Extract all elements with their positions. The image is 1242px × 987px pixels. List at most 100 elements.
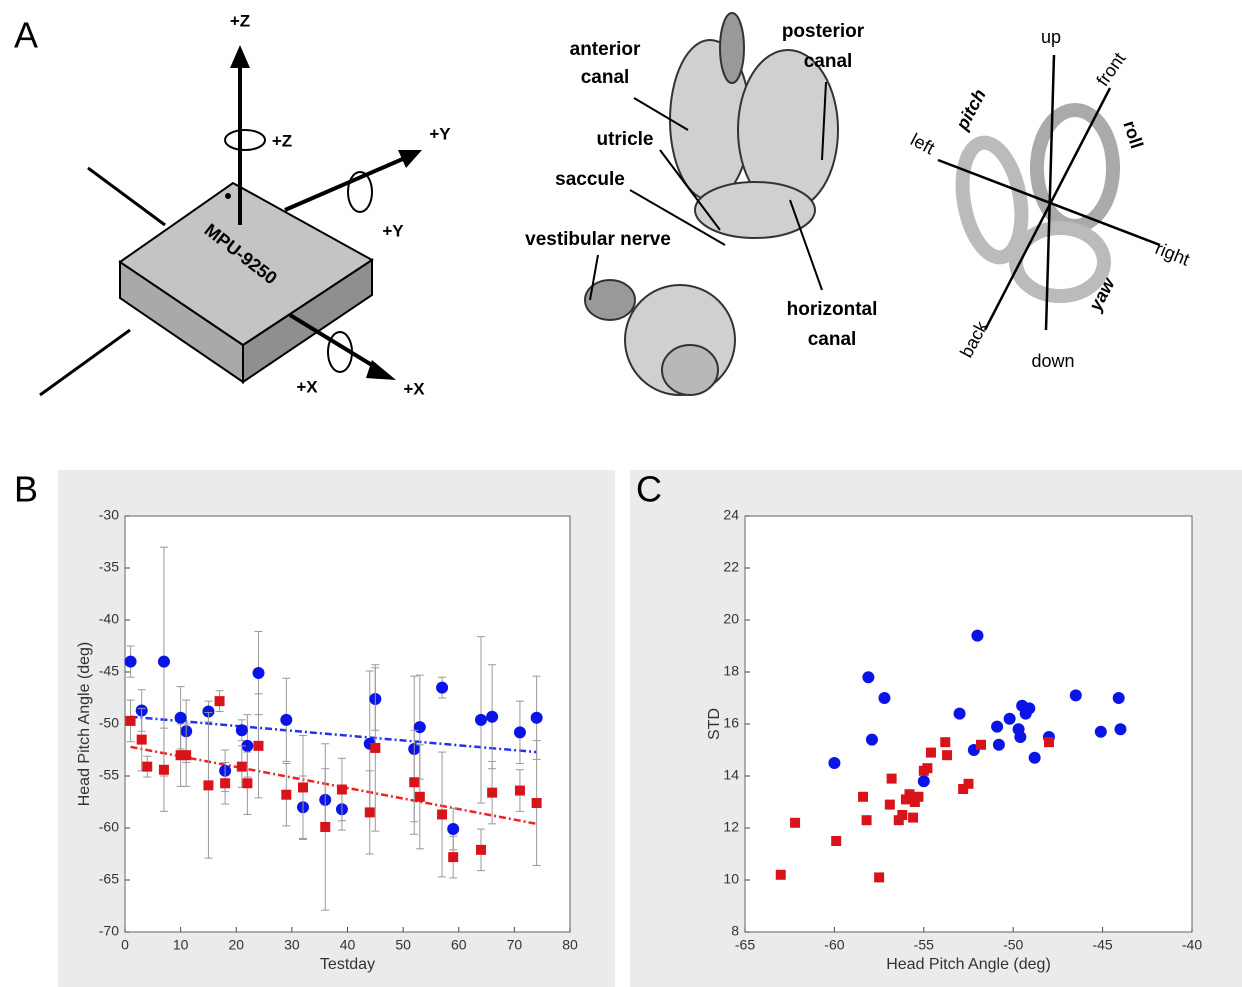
- ear-label: posterior: [782, 21, 865, 42]
- point: [953, 707, 966, 720]
- x-tick-label: 0: [121, 937, 129, 953]
- point: [976, 739, 987, 750]
- arrow-head: [398, 150, 422, 168]
- y-tick-label: 20: [723, 611, 739, 627]
- direction-label: up: [1041, 27, 1061, 47]
- y-arrow: [284, 156, 406, 212]
- cochlea-inner: [661, 344, 719, 396]
- axis-line: [87, 166, 166, 227]
- y-tick-label: -30: [99, 507, 119, 523]
- x-tick-label: 20: [228, 937, 244, 953]
- point: [414, 791, 425, 802]
- point: [242, 778, 253, 789]
- y-tick-label: 8: [731, 923, 739, 939]
- point: [476, 844, 486, 855]
- point: [124, 655, 137, 668]
- point: [487, 787, 498, 798]
- point: [475, 713, 487, 726]
- point: [917, 775, 930, 788]
- point: [884, 799, 895, 810]
- point: [448, 852, 459, 863]
- point: [1114, 723, 1127, 736]
- point: [514, 785, 525, 796]
- point: [253, 740, 264, 751]
- point: [991, 720, 1004, 733]
- point: [436, 681, 449, 694]
- y-tick-label: -65: [99, 871, 119, 887]
- block-top: [118, 181, 374, 347]
- x-arrow: [288, 313, 382, 372]
- x-tick-label: 40: [340, 937, 356, 953]
- y-axis-label: STD: [706, 708, 723, 740]
- y-tick-label: -50: [99, 715, 119, 731]
- ear-label: saccule: [555, 169, 625, 190]
- axis-label: +Z: [230, 11, 250, 30]
- direction-label: right: [1152, 238, 1192, 270]
- point: [202, 705, 215, 718]
- x-tick-label: -45: [1092, 937, 1112, 953]
- point: [1014, 731, 1027, 743]
- x-axis-label: Head Pitch Angle (deg): [886, 956, 1051, 973]
- point: [925, 747, 936, 758]
- point: [220, 778, 231, 789]
- x-axis-label: Testday: [320, 956, 375, 973]
- panel-label: C: [636, 469, 662, 510]
- point: [940, 737, 951, 748]
- x-tick-label: 70: [507, 937, 523, 953]
- y-tick-label: 14: [723, 767, 739, 783]
- x-tick-label: -50: [1003, 937, 1023, 953]
- ear-label: canal: [581, 67, 630, 88]
- rotation-arrow: [224, 129, 266, 151]
- rings: [955, 103, 1120, 303]
- point: [942, 750, 953, 761]
- point: [1043, 737, 1054, 748]
- dot: [225, 193, 231, 199]
- point: [252, 667, 265, 680]
- point: [908, 812, 919, 823]
- y-tick-label: 18: [723, 663, 739, 679]
- point: [174, 711, 187, 724]
- point: [370, 742, 381, 753]
- y-tick-label: -70: [99, 923, 119, 939]
- x-tick-label: -55: [914, 937, 934, 953]
- point: [958, 784, 969, 794]
- point: [828, 757, 841, 769]
- y-tick-label: -45: [99, 663, 119, 679]
- point: [136, 734, 147, 745]
- point: [1112, 692, 1125, 704]
- rotation-arrow: [347, 171, 373, 213]
- y-tick-label: 10: [723, 871, 739, 887]
- point: [531, 798, 542, 809]
- plot-area: [124, 515, 571, 933]
- point: [971, 629, 984, 642]
- point: [175, 750, 186, 761]
- x-tick-label: -65: [735, 937, 755, 953]
- y-tick-label: 24: [723, 507, 739, 523]
- point: [886, 773, 897, 784]
- point: [831, 836, 842, 846]
- x-tick-label: 10: [173, 937, 189, 953]
- point: [235, 724, 248, 737]
- point: [775, 869, 786, 880]
- point: [280, 713, 293, 726]
- axis-label: +Z: [272, 131, 292, 150]
- point: [157, 655, 170, 668]
- axis-label: +Y: [382, 221, 404, 240]
- axis-label: +X: [296, 377, 318, 396]
- point: [486, 710, 499, 723]
- x-tick-label: 80: [562, 937, 578, 953]
- point: [1069, 689, 1082, 702]
- y-tick-label: 22: [723, 559, 739, 575]
- x-tick-label: -40: [1182, 937, 1202, 953]
- direction-label: pitch: [952, 86, 990, 134]
- direction-label: left: [907, 129, 938, 158]
- arrow-head: [230, 45, 250, 68]
- pointer-lines: [589, 81, 827, 301]
- ear-label: canal: [804, 51, 853, 72]
- point: [336, 784, 347, 795]
- point: [861, 815, 872, 826]
- point: [413, 721, 426, 734]
- panel-label: B: [14, 469, 38, 510]
- point: [897, 810, 908, 820]
- nerve: [584, 279, 636, 321]
